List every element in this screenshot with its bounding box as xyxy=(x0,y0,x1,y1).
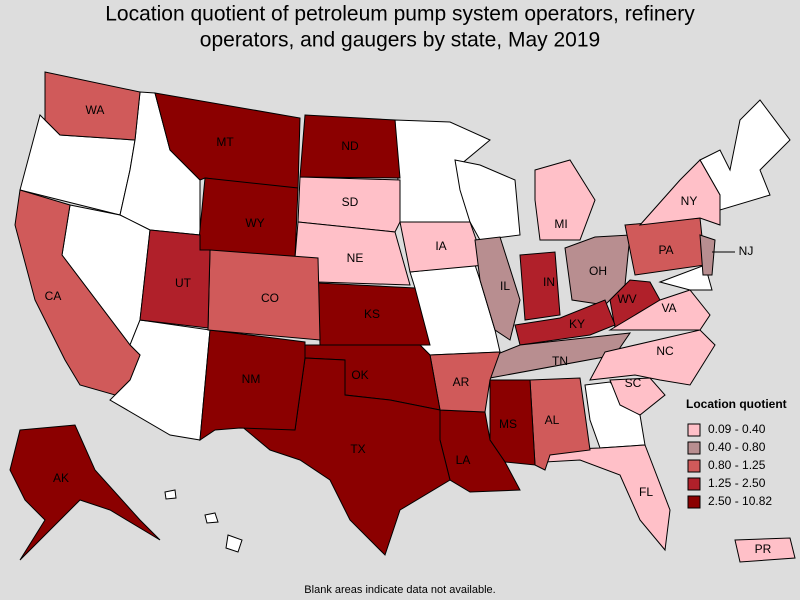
state xyxy=(534,159,596,241)
state xyxy=(9,424,161,561)
state-label: VA xyxy=(661,301,676,315)
state xyxy=(225,534,243,553)
state xyxy=(299,114,401,179)
legend-swatch xyxy=(687,423,701,437)
state xyxy=(14,189,141,396)
state-label: WA xyxy=(86,103,105,117)
legend-swatch xyxy=(687,459,701,473)
state xyxy=(238,357,451,556)
legend: Location quotient 0.09 - 0.40 0.40 - 0.80… xyxy=(686,397,787,509)
state-label: UT xyxy=(175,276,192,290)
state-label: TN xyxy=(552,354,568,368)
state-label: AK xyxy=(53,471,69,485)
state-label: IL xyxy=(500,279,510,293)
state-label: FL xyxy=(639,485,653,499)
state-label: CO xyxy=(261,291,279,305)
state-label: MT xyxy=(216,135,234,149)
state-label: PA xyxy=(658,243,673,257)
state-label: AR xyxy=(453,375,470,389)
state xyxy=(519,251,561,321)
legend-label: 2.50 - 10.82 xyxy=(708,494,772,508)
state xyxy=(544,444,671,552)
legend-title: Location quotient xyxy=(686,397,787,411)
state xyxy=(199,329,306,441)
state-label: NJ xyxy=(739,244,754,258)
state-label: TX xyxy=(350,442,365,456)
state-label: WY xyxy=(245,216,264,230)
state-label: NM xyxy=(242,372,261,386)
state-label: LA xyxy=(456,453,471,467)
state-label: KY xyxy=(569,317,585,331)
state xyxy=(699,234,716,276)
state-label: NC xyxy=(656,344,674,358)
state-label: PR xyxy=(755,542,772,556)
state xyxy=(489,379,536,466)
state xyxy=(608,289,711,331)
legend-swatch xyxy=(687,495,701,509)
state-label: AL xyxy=(545,413,560,427)
state xyxy=(589,329,716,386)
legend-label: 0.09 - 0.40 xyxy=(708,422,766,436)
note: Blank areas indicate data not available. xyxy=(304,584,495,596)
state-label: MS xyxy=(499,417,517,431)
title-line: Location quotient of petroleum pump syst… xyxy=(105,3,695,26)
state xyxy=(164,489,177,500)
state xyxy=(139,229,211,329)
state xyxy=(658,264,713,291)
state-label: IN xyxy=(543,275,555,289)
state xyxy=(297,176,401,233)
legend-label: 0.40 - 0.80 xyxy=(708,440,766,454)
legend-swatch xyxy=(687,441,701,455)
state-label: WV xyxy=(617,292,636,306)
state xyxy=(204,512,219,524)
state-label: MI xyxy=(554,217,567,231)
state xyxy=(638,159,721,226)
legend-swatch xyxy=(687,477,701,491)
blank-states xyxy=(19,91,791,553)
state-label: OH xyxy=(589,264,607,278)
state-label: CA xyxy=(45,289,62,303)
state-label: KS xyxy=(364,307,380,321)
state xyxy=(734,537,796,563)
state-label: NE xyxy=(347,251,364,265)
title-line: operators, and gaugers by state, May 201… xyxy=(200,29,600,52)
state-label: SD xyxy=(342,195,359,209)
state xyxy=(44,71,141,141)
state-label: NY xyxy=(681,194,698,208)
legend-label: 0.80 - 1.25 xyxy=(708,458,766,472)
state-label: ND xyxy=(341,139,359,153)
states: WA MT ND SD WY NE IA IL IN OH PA NJ NY MI WV VA KY TN NC SC… xyxy=(9,71,796,563)
state-label: IA xyxy=(435,239,446,253)
state xyxy=(474,236,521,341)
state-label: SC xyxy=(625,376,642,390)
state-label: OK xyxy=(351,368,368,382)
legend-label: 1.25 - 2.50 xyxy=(708,476,766,490)
state xyxy=(609,377,666,416)
